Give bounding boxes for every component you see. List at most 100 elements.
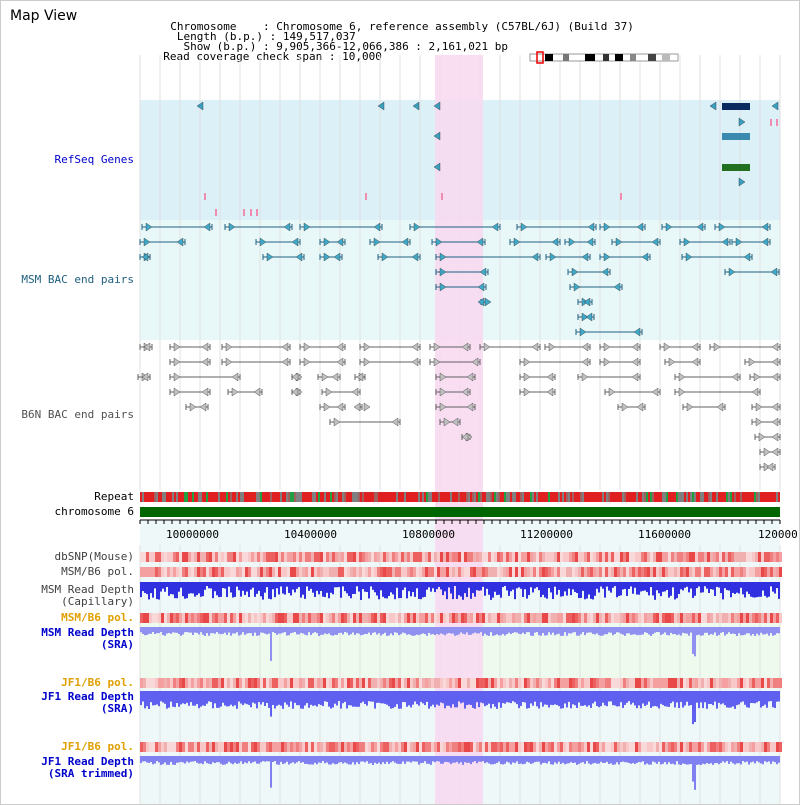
jf1-trim-depth-bar [398, 756, 400, 764]
track-label-msm-b6-pol-2: MSM/B6 pol. [61, 611, 134, 624]
jf1-b6-pol-cell [332, 742, 335, 752]
repeat-segment [294, 492, 296, 502]
msm-capillary-depth-bar [762, 582, 764, 591]
dbsnp-cell [653, 552, 656, 562]
msm-b6-pol-cell [404, 613, 407, 623]
msm-b6-pol-cell [377, 613, 380, 623]
repeat-segment [650, 492, 652, 502]
msm-sra-depth-bar [766, 627, 768, 634]
jf1-b6-pol-cell [386, 742, 389, 752]
msm-b6-pol-cell [212, 613, 215, 623]
jf1-sra-depth-bar [630, 691, 632, 705]
jf1-b6-pol-cell [680, 742, 683, 752]
msm-capillary-depth-bar [522, 582, 524, 597]
jf1-sra-depth-bar [576, 691, 578, 708]
jf1-b6-pol-cell [221, 678, 224, 688]
show-value: 9,905,366-12,066,386 : 2,161,021 bp [276, 40, 509, 53]
jf1-b6-pol-cell [338, 742, 341, 752]
jf1-b6-pol-cell [245, 742, 248, 752]
msm-b6-pol-cell [476, 613, 479, 623]
msm-capillary-depth-bar [572, 582, 574, 590]
jf1-trim-depth-bar [548, 756, 550, 762]
jf1-sra-depth-bar [522, 691, 524, 703]
msm-sra-depth-bar [330, 627, 332, 636]
jf1-trim-depth-bar [640, 756, 642, 763]
msm-b6-pol-cell [518, 613, 521, 623]
jf1-trim-depth-bar [222, 756, 224, 765]
dbsnp-cell [158, 552, 161, 562]
msm-b6-pol-cell [593, 613, 596, 623]
dbsnp-cell [320, 552, 323, 562]
msm-capillary-depth-bar [534, 582, 536, 589]
jf1-trim-depth-bar [546, 756, 548, 764]
b6n-bac-pair [663, 342, 671, 352]
jf1-b6-pol-cell [296, 742, 299, 752]
jf1-b6-pol-cell [308, 742, 311, 752]
msm-b6-pol-cell [332, 567, 335, 577]
msm-bac-pair [439, 252, 447, 262]
jf1-b6-pol-cell [470, 742, 473, 752]
jf1-sra-depth-bar [722, 691, 724, 704]
msm-b6-pol-cell [299, 613, 302, 623]
msm-b6-pol-cell [623, 567, 626, 577]
b6n-bac-pair [548, 342, 556, 352]
repeat-segment [182, 492, 184, 502]
jf1-trim-depth-bar [510, 756, 512, 765]
msm-b6-pol-cell [281, 567, 284, 577]
msm-bac-pair [641, 252, 649, 262]
msm-sra-depth-bar [690, 627, 692, 633]
jf1-sra-depth-bar [238, 691, 240, 702]
msm-capillary-depth-bar [688, 582, 690, 593]
msm-capillary-depth-bar [692, 582, 694, 598]
msm-b6-pol-cell [185, 567, 188, 577]
repeat-segment [700, 492, 702, 502]
msm-sra-depth-bar [604, 627, 606, 635]
jf1-sra-depth-bar [228, 691, 230, 707]
jf1-trim-depth-bar [456, 756, 458, 762]
dbsnp-cell [566, 552, 569, 562]
jf1-b6-pol-cell [779, 742, 782, 752]
jf1-trim-depth-bar [774, 756, 776, 763]
msm-b6-pol-cell [263, 567, 266, 577]
dbsnp-cell [578, 552, 581, 562]
jf1-sra-depth-bar [524, 691, 526, 703]
msm-capillary-depth-bar [368, 582, 370, 599]
jf1-sra-depth-bar [588, 691, 590, 706]
b6n-bac-pair [581, 357, 589, 367]
dbsnp-cell [647, 552, 650, 562]
msm-sra-depth-bar [352, 627, 354, 633]
msm-sra-depth-bar [210, 627, 212, 634]
msm-bac-pair [303, 222, 311, 232]
msm-b6-pol-cell [767, 567, 770, 577]
jf1-b6-pol-cell [482, 678, 485, 688]
msm-capillary-depth-bar [544, 582, 546, 598]
msm-b6-pol-cell [269, 613, 272, 623]
msm-sra-depth-bar [594, 627, 596, 635]
msm-b6-pol-cell [713, 567, 716, 577]
repeat-segment [720, 492, 722, 502]
msm-b6-pol-cell [551, 613, 554, 623]
msm-sra-depth-bar [454, 627, 456, 636]
b6n-bac-pair [411, 342, 419, 352]
msm-capillary-depth-bar [224, 582, 226, 589]
repeat-segment [556, 492, 558, 502]
jf1-sra-depth-bar [302, 691, 304, 709]
msm-b6-pol-cell [569, 567, 572, 577]
msm-sra-depth-bar [198, 627, 200, 635]
msm-sra-depth-bar [158, 627, 160, 634]
jf1-b6-pol-cell [329, 742, 332, 752]
msm-bac-pair [381, 252, 389, 262]
jf1-b6-pol-cell [734, 742, 737, 752]
jf1-trim-depth-bar [300, 756, 302, 763]
jf1-trim-depth-bar [532, 756, 534, 764]
repeat-segment [370, 492, 372, 502]
repeat-segment [322, 492, 324, 502]
repeat-segment [624, 492, 626, 502]
msm-sra-depth-bar [348, 627, 350, 636]
msm-capillary-depth-bar [602, 582, 604, 589]
jf1-sra-depth-bar [488, 691, 490, 704]
b6n-bac-pair [771, 342, 779, 352]
msm-sra-depth-bar [546, 627, 548, 636]
msm-b6-pol-cell [599, 567, 602, 577]
